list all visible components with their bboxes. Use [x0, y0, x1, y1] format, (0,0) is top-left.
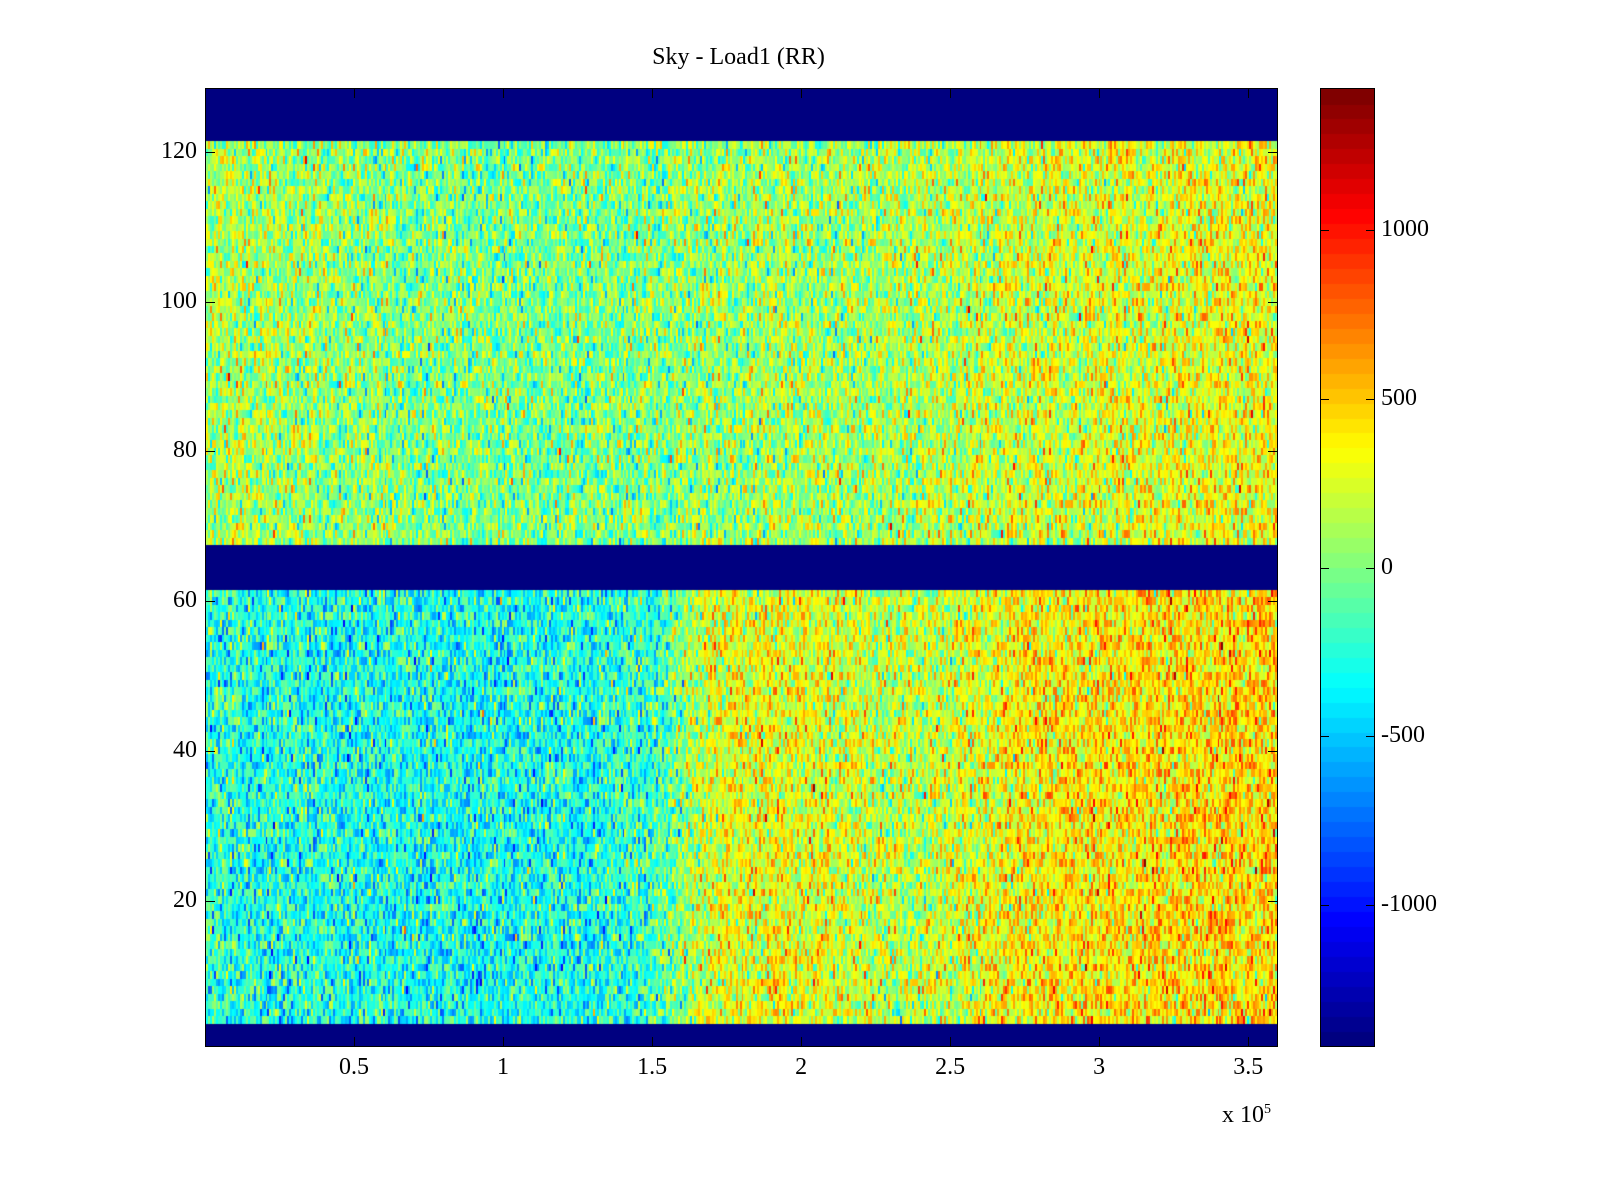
colorbar-tick-mark-right — [1366, 229, 1375, 231]
x-tick-mark — [503, 1037, 505, 1047]
x-tick-mark — [1248, 1037, 1250, 1047]
colorbar-tick-label: -500 — [1381, 722, 1425, 749]
x-tick-mark-top — [1248, 88, 1250, 98]
y-tick-label: 120 — [161, 137, 197, 164]
x-tick-mark-top — [652, 88, 654, 98]
x-tick-label: 2 — [795, 1054, 808, 1080]
plot-area — [205, 88, 1278, 1047]
colorbar-tick-label: 500 — [1381, 384, 1417, 411]
x-tick-mark-top — [950, 88, 952, 98]
chart-title: Sky - Load1 (RR) — [652, 44, 825, 70]
y-tick-mark — [205, 900, 215, 902]
x-multiplier: x 105 — [1222, 1102, 1271, 1129]
y-tick-mark-right — [1268, 751, 1278, 753]
colorbar-tick-mark — [1320, 567, 1329, 569]
y-tick-label: 100 — [161, 287, 197, 314]
x-tick-mark — [354, 1037, 356, 1047]
x-tick-label: 1 — [497, 1054, 510, 1080]
colorbar-tick-mark — [1320, 229, 1329, 231]
y-tick-mark-right — [1268, 151, 1278, 153]
y-tick-mark — [205, 601, 215, 603]
y-tick-mark — [205, 451, 215, 453]
y-tick-mark-right — [1268, 301, 1278, 303]
x-tick-label: 2.5 — [935, 1054, 966, 1080]
x-tick-mark-top — [354, 88, 356, 98]
y-tick-mark-right — [1268, 601, 1278, 603]
colorbar-tick-label: -1000 — [1381, 891, 1437, 918]
x-multiplier-label: x 10 — [1222, 1102, 1264, 1128]
colorbar-tick-label: 1000 — [1381, 215, 1429, 242]
y-tick-mark — [205, 751, 215, 753]
colorbar-tick-mark-right — [1366, 398, 1375, 400]
x-tick-mark — [1099, 1037, 1101, 1047]
colorbar-tick-mark-right — [1366, 567, 1375, 569]
x-tick-mark — [950, 1037, 952, 1047]
x-tick-mark — [801, 1037, 803, 1047]
x-multiplier-exponent: 5 — [1264, 1102, 1271, 1117]
x-tick-mark — [652, 1037, 654, 1047]
y-tick-label: 80 — [173, 437, 197, 464]
x-tick-label: 3.5 — [1233, 1054, 1264, 1080]
colorbar-tick-label: 0 — [1381, 553, 1393, 580]
x-tick-label: 0.5 — [339, 1054, 370, 1080]
x-tick-mark-top — [1099, 88, 1101, 98]
y-tick-mark-right — [1268, 451, 1278, 453]
y-tick-label: 60 — [173, 587, 197, 614]
colorbar-tick-mark-right — [1366, 736, 1375, 738]
colorbar-tick-mark — [1320, 398, 1329, 400]
y-tick-mark — [205, 301, 215, 303]
x-tick-mark-top — [503, 88, 505, 98]
heatmap-image — [206, 89, 1277, 1046]
y-tick-mark — [205, 151, 215, 153]
y-tick-label: 40 — [173, 737, 197, 764]
colorbar-gradient — [1321, 89, 1374, 1046]
y-tick-mark-right — [1268, 900, 1278, 902]
x-tick-label: 3 — [1093, 1054, 1106, 1080]
colorbar-tick-mark-right — [1366, 905, 1375, 907]
x-tick-label: 1.5 — [637, 1054, 668, 1080]
y-tick-label: 20 — [173, 886, 197, 913]
colorbar-tick-mark — [1320, 905, 1329, 907]
colorbar-tick-mark — [1320, 736, 1329, 738]
x-tick-mark-top — [801, 88, 803, 98]
